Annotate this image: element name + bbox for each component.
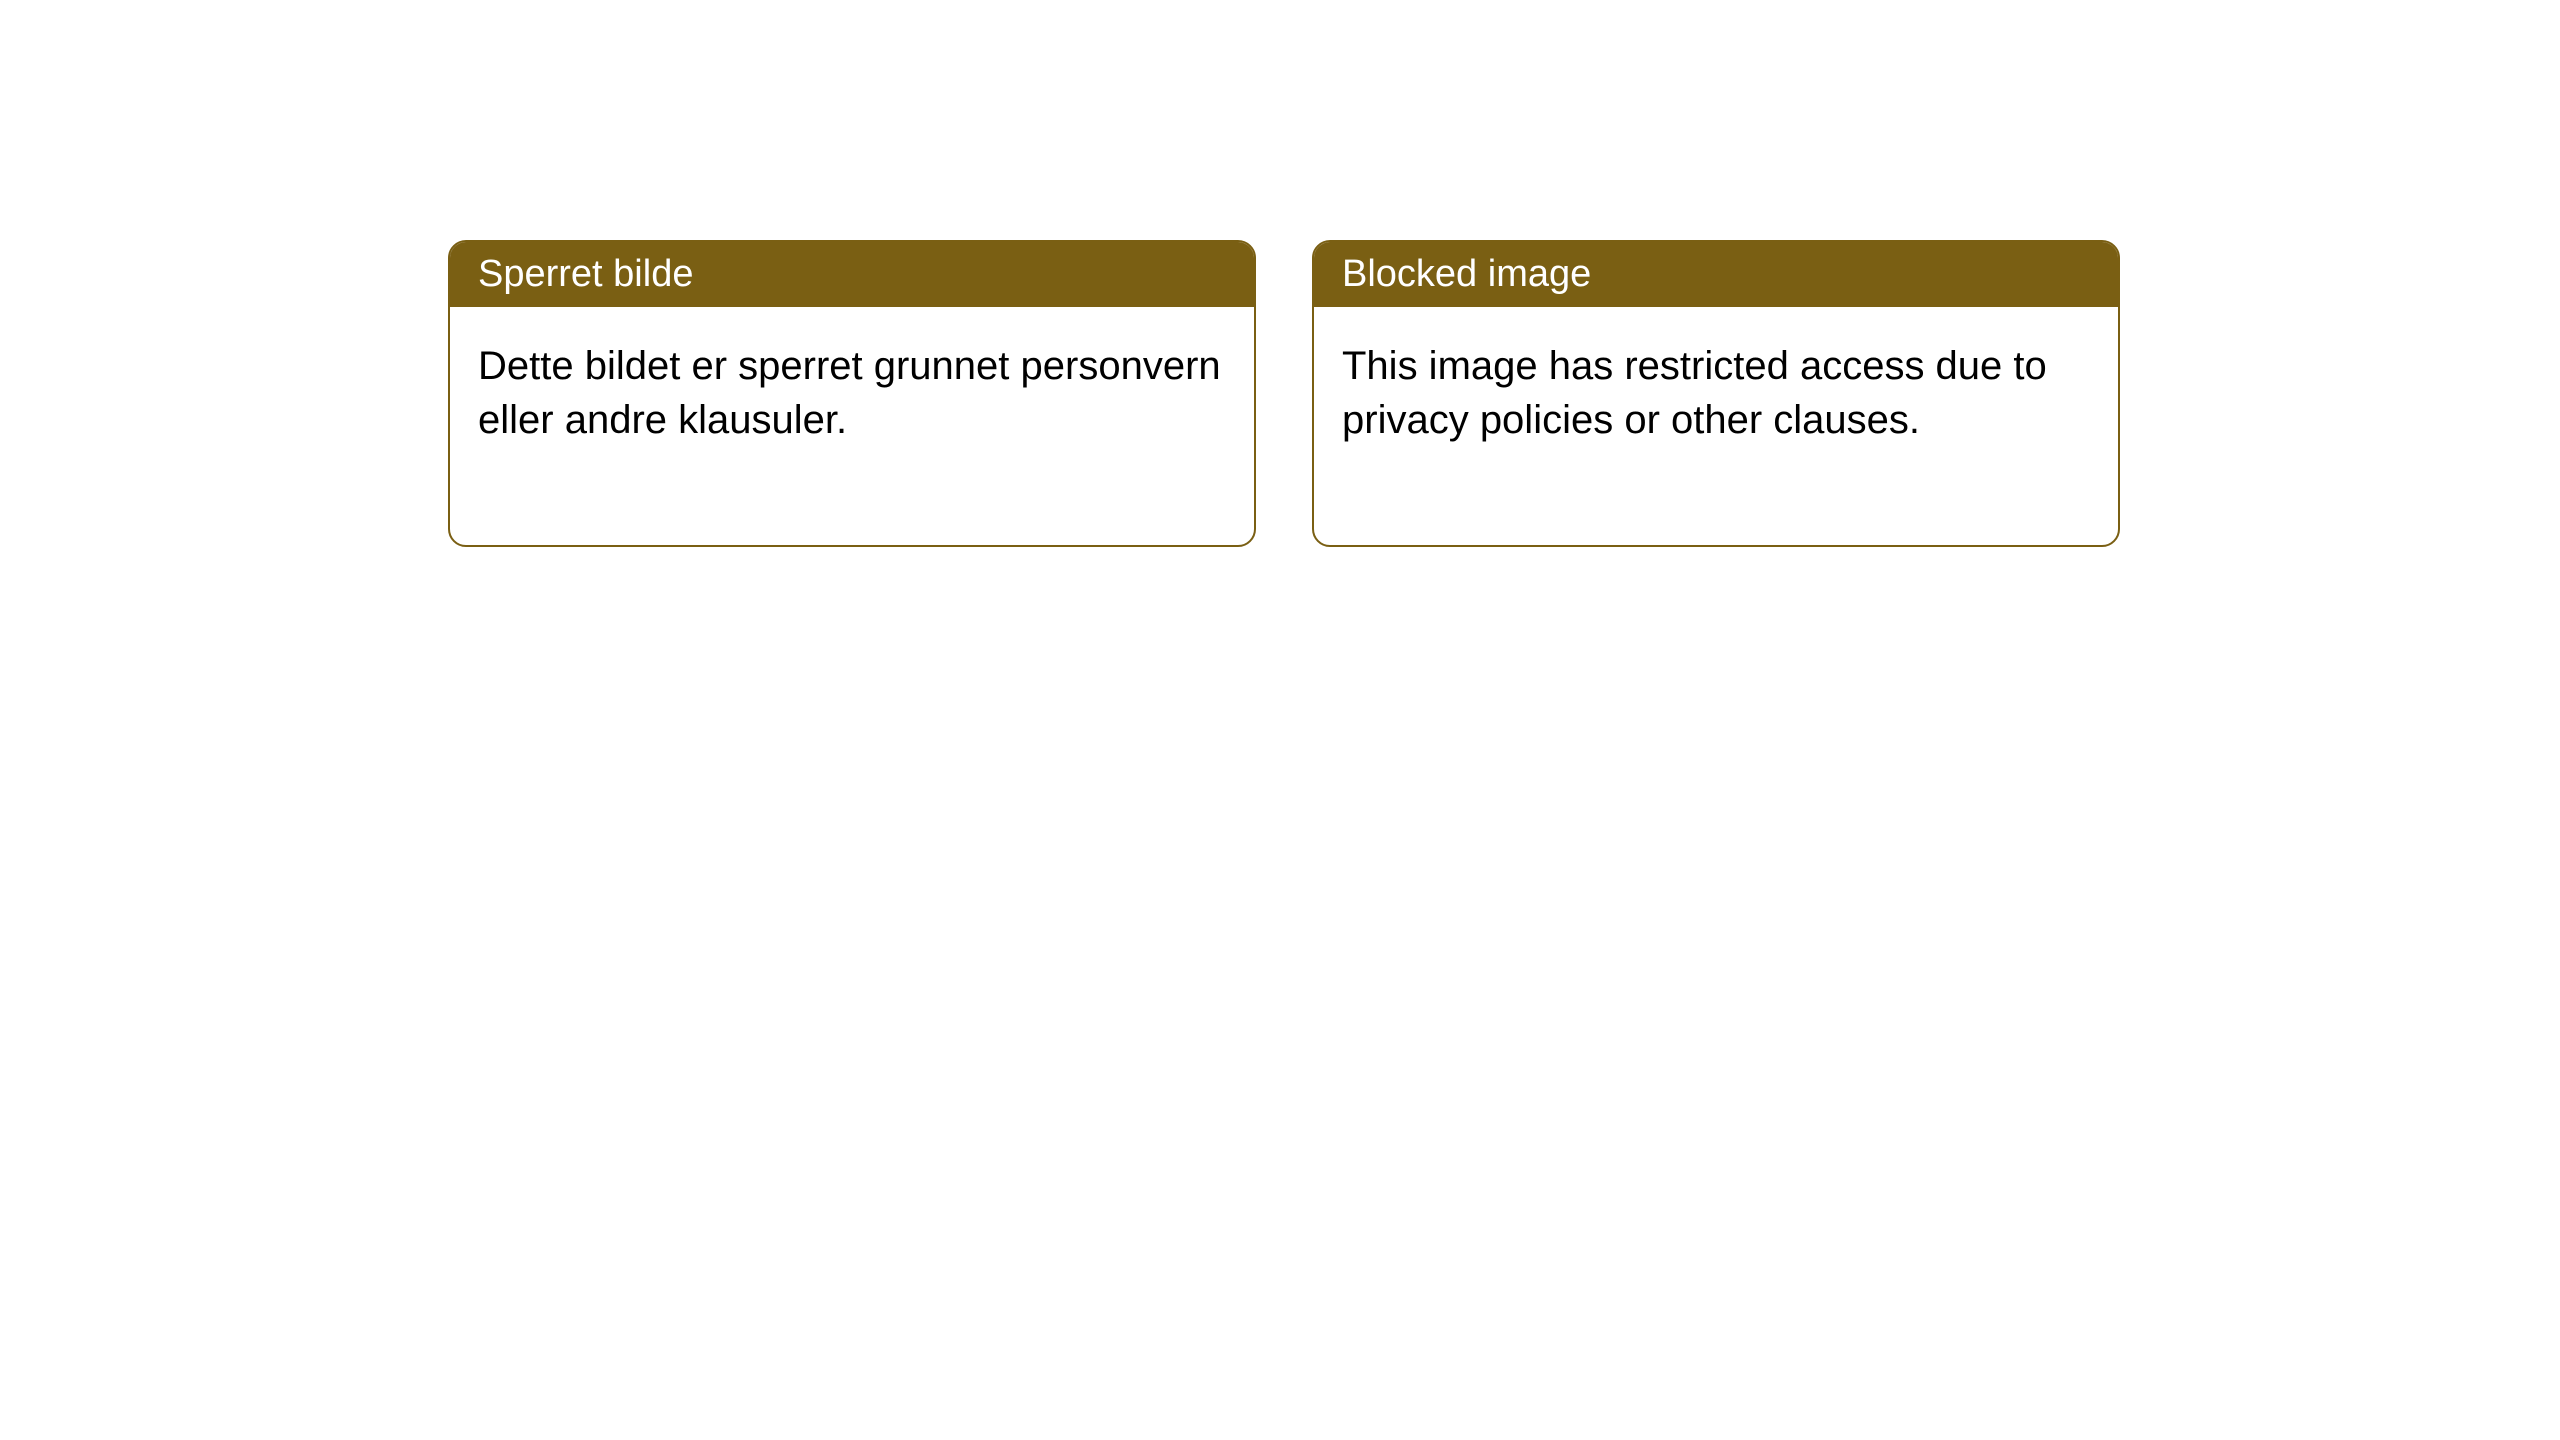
card-container: Sperret bilde Dette bildet er sperret gr…: [448, 240, 2120, 547]
blocked-image-card-en: Blocked image This image has restricted …: [1312, 240, 2120, 547]
card-title: Blocked image: [1314, 242, 2118, 307]
card-title: Sperret bilde: [450, 242, 1254, 307]
card-body-text: Dette bildet er sperret grunnet personve…: [450, 307, 1254, 545]
blocked-image-card-no: Sperret bilde Dette bildet er sperret gr…: [448, 240, 1256, 547]
card-body-text: This image has restricted access due to …: [1314, 307, 2118, 545]
